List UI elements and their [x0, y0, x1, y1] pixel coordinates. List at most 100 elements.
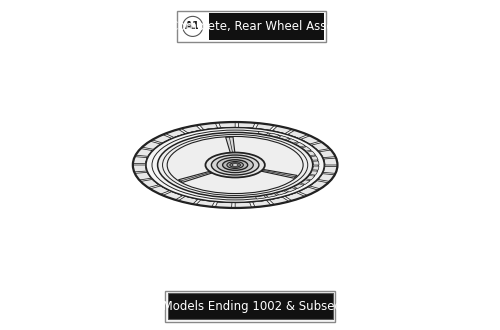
Polygon shape	[266, 193, 277, 197]
Polygon shape	[286, 188, 296, 192]
Ellipse shape	[146, 128, 324, 202]
Polygon shape	[150, 147, 161, 153]
Polygon shape	[181, 132, 196, 137]
Circle shape	[182, 16, 203, 36]
Polygon shape	[303, 154, 310, 158]
Polygon shape	[291, 137, 304, 143]
Polygon shape	[307, 151, 316, 155]
Polygon shape	[295, 143, 305, 147]
Text: Complete, Rear Wheel Assembly: Complete, Rear Wheel Assembly	[170, 20, 364, 33]
Polygon shape	[163, 192, 182, 200]
Polygon shape	[316, 170, 324, 176]
Polygon shape	[196, 129, 211, 133]
Polygon shape	[306, 159, 312, 163]
Polygon shape	[310, 171, 318, 175]
Polygon shape	[261, 169, 297, 178]
Polygon shape	[135, 172, 151, 180]
Polygon shape	[178, 196, 198, 204]
Polygon shape	[150, 186, 170, 194]
Polygon shape	[258, 131, 268, 135]
Ellipse shape	[212, 155, 259, 175]
Polygon shape	[166, 129, 186, 137]
Polygon shape	[294, 146, 302, 150]
Polygon shape	[226, 200, 240, 203]
Polygon shape	[146, 161, 152, 167]
Polygon shape	[292, 181, 302, 185]
Polygon shape	[182, 125, 201, 133]
Polygon shape	[285, 193, 305, 201]
Ellipse shape	[206, 152, 265, 178]
Polygon shape	[274, 193, 289, 198]
Polygon shape	[272, 126, 292, 134]
Polygon shape	[152, 135, 172, 143]
Polygon shape	[226, 137, 235, 153]
Polygon shape	[251, 133, 260, 137]
FancyBboxPatch shape	[168, 293, 332, 319]
Polygon shape	[193, 196, 208, 201]
Polygon shape	[244, 199, 258, 203]
Polygon shape	[209, 199, 224, 202]
Polygon shape	[213, 127, 227, 131]
Polygon shape	[168, 136, 182, 142]
Polygon shape	[268, 190, 278, 194]
Polygon shape	[230, 127, 244, 130]
Ellipse shape	[227, 161, 244, 168]
Polygon shape	[247, 128, 261, 131]
Polygon shape	[268, 133, 279, 137]
Polygon shape	[318, 174, 334, 182]
Ellipse shape	[222, 160, 248, 170]
Polygon shape	[136, 148, 152, 156]
Polygon shape	[196, 200, 214, 207]
Polygon shape	[300, 180, 310, 184]
Ellipse shape	[217, 157, 254, 173]
Polygon shape	[312, 166, 319, 170]
Polygon shape	[150, 175, 160, 182]
Ellipse shape	[230, 163, 240, 167]
Polygon shape	[278, 133, 292, 138]
Polygon shape	[311, 156, 318, 160]
FancyBboxPatch shape	[165, 291, 335, 322]
Polygon shape	[276, 191, 287, 195]
Polygon shape	[319, 150, 336, 158]
Polygon shape	[270, 137, 280, 141]
Polygon shape	[324, 158, 338, 165]
Polygon shape	[285, 184, 295, 188]
Ellipse shape	[158, 132, 312, 198]
Polygon shape	[146, 168, 154, 174]
Polygon shape	[288, 188, 302, 194]
Text: Note: Models Ending 1002 & Subsequent.: Note: Models Ending 1002 & Subsequent.	[127, 300, 373, 313]
Polygon shape	[294, 184, 304, 188]
Polygon shape	[252, 200, 271, 207]
Polygon shape	[302, 173, 310, 177]
Polygon shape	[288, 139, 298, 143]
FancyBboxPatch shape	[210, 13, 324, 40]
Polygon shape	[166, 187, 179, 193]
Polygon shape	[260, 197, 274, 201]
Polygon shape	[279, 139, 289, 144]
Polygon shape	[286, 143, 296, 147]
Ellipse shape	[167, 136, 303, 194]
Polygon shape	[310, 181, 328, 189]
Polygon shape	[270, 197, 289, 205]
Polygon shape	[256, 123, 274, 130]
Polygon shape	[300, 183, 312, 189]
Polygon shape	[298, 177, 306, 181]
Polygon shape	[278, 136, 289, 140]
Polygon shape	[219, 122, 235, 128]
Polygon shape	[178, 192, 192, 197]
Polygon shape	[263, 129, 278, 134]
Polygon shape	[133, 165, 146, 172]
Polygon shape	[310, 148, 321, 155]
Polygon shape	[302, 147, 311, 151]
Polygon shape	[261, 135, 271, 138]
Polygon shape	[312, 143, 330, 150]
Polygon shape	[133, 157, 147, 164]
Polygon shape	[323, 166, 338, 173]
Polygon shape	[306, 176, 314, 180]
Polygon shape	[313, 161, 319, 165]
Polygon shape	[302, 142, 314, 148]
Polygon shape	[298, 187, 318, 195]
Polygon shape	[301, 136, 320, 144]
Polygon shape	[235, 202, 252, 208]
Polygon shape	[156, 182, 168, 188]
